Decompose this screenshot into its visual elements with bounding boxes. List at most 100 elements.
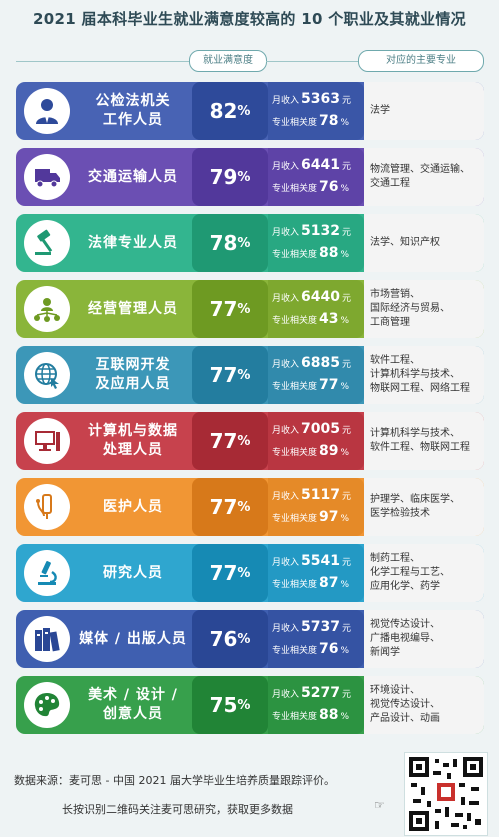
relevance-value: 97 [319,509,339,525]
satisfaction-number: 77 [209,429,238,453]
monthly-income: 月收入 6440 元 [272,289,351,305]
major-relevance: 专业相关度 43% [272,311,349,327]
relevance-label: 专业相关度 [272,448,318,458]
occupation-row: 法律专业人员 78% 月收入 5132 元专业相关度 88% 法学、知识产权 [16,214,484,272]
income-label: 月收入 [272,426,300,436]
income-label: 月收入 [272,690,300,700]
percent-sign: % [237,433,251,449]
satisfaction-value: 78% [192,214,268,272]
satisfaction-number: 82 [209,99,238,123]
majors-text: 计算机科学与技术、 软件工程、物联网工程 [370,428,470,453]
related-majors: 环境设计、 视觉传达设计、 产品设计、动画 [364,676,484,734]
percent-sign: % [237,697,251,713]
network-person-icon [24,286,70,332]
income-value: 5541 [301,553,340,569]
stats-panel: 月收入 5132 元专业相关度 88% [268,214,364,272]
stats-panel: 月收入 5277 元专业相关度 88% [268,676,364,734]
stats-panel: 月收入 6441 元专业相关度 76% [268,148,364,206]
occupation-row: 美术 / 设计 / 创意人员 75% 月收入 5277 元专业相关度 88% 环境设计、 视… [16,676,484,734]
income-value: 6441 [301,157,340,173]
occupation-row: 计算机与数据 处理人员 77% 月收入 7005 元专业相关度 89% 计算机科学与技术、 … [16,412,484,470]
income-value: 5363 [301,91,340,107]
job-title: 交通运输人员 [88,168,178,185]
job-title: 计算机与数据 处理人员 [88,423,178,458]
related-majors: 视觉传达设计、 广播电视编导、 新闻学 [364,610,484,668]
monthly-income: 月收入 5737 元 [272,619,351,635]
relevance-value: 76 [319,179,339,195]
percent-sign: % [340,580,350,590]
currency-unit: 元 [341,360,351,370]
percent-sign: % [340,250,350,260]
relevance-value: 43 [319,311,339,327]
income-value: 6885 [301,355,340,371]
majors-text: 环境设计、 视觉传达设计、 产品设计、动画 [370,685,440,724]
income-label: 月收入 [272,96,300,106]
stats-panel: 月收入 7005 元专业相关度 89% [268,412,364,470]
majors-text: 法学、知识产权 [370,237,440,248]
currency-unit: 元 [341,426,351,436]
relevance-label: 专业相关度 [272,184,318,194]
major-relevance: 专业相关度 88% [272,245,349,261]
satisfaction-number: 77 [209,297,238,321]
occupation-row: 经营管理人员 77% 月收入 6440 元专业相关度 43% 市场营销、 国际经济与贸易、 … [16,280,484,338]
related-majors: 物流管理、交通运输、 交通工程 [364,148,484,206]
occupation-row: 互联网开发 及应用人员 77% 月收入 6885 元专业相关度 77% 软件工程、 计算机科… [16,346,484,404]
percent-sign: % [340,118,350,128]
percent-sign: % [237,301,251,317]
majors-header: 对应的主要专业 [358,50,484,72]
related-majors: 制药工程、 化学工程与工艺、 应用化学、药学 [364,544,484,602]
pointing-hand-icon: ☞ [374,798,385,812]
monthly-income: 月收入 5363 元 [272,91,351,107]
currency-unit: 元 [341,624,351,634]
relevance-label: 专业相关度 [272,580,318,590]
percent-sign: % [340,382,350,392]
satisfaction-number: 78 [209,231,238,255]
major-relevance: 专业相关度 88% [272,707,349,723]
medical-tools-icon [24,484,70,530]
percent-sign: % [340,514,350,524]
page-title: 2021 届本科毕业生就业满意度较高的 10 个职业及其就业情况 [33,10,466,28]
truck-icon [24,154,70,200]
percent-sign: % [340,316,350,326]
major-relevance: 专业相关度 76% [272,641,349,657]
major-relevance: 专业相关度 89% [272,443,349,459]
stats-panel: 月收入 6440 元专业相关度 43% [268,280,364,338]
job-title: 研究人员 [103,564,163,581]
occupation-row: 公检法机关 工作人员 82% 月收入 5363 元专业相关度 78% 法学 [16,82,484,140]
books-icon [24,616,70,662]
income-label: 月收入 [272,228,300,238]
qr-call-to-action: 长按识别二维码关注麦可思研究，获取更多数据 [62,803,293,816]
stats-panel: 月收入 5117 元专业相关度 97% [268,478,364,536]
satisfaction-value: 77% [192,478,268,536]
relevance-value: 78 [319,113,339,129]
currency-unit: 元 [341,162,351,172]
related-majors: 软件工程、 计算机科学与技术、 物联网工程、网络工程 [364,346,484,404]
globe-cursor-icon [24,352,70,398]
satisfaction-number: 77 [209,561,238,585]
satisfaction-number: 75 [209,693,238,717]
job-title: 公检法机关 工作人员 [95,93,171,128]
income-value: 5117 [301,487,340,503]
job-title: 法律专业人员 [88,234,178,251]
relevance-value: 89 [319,443,339,459]
monthly-income: 月收入 5541 元 [272,553,351,569]
majors-text: 市场营销、 国际经济与贸易、 工商管理 [370,289,450,328]
percent-sign: % [340,646,350,656]
percent-sign: % [340,184,350,194]
qr-code[interactable] [404,752,488,836]
job-title: 媒体 / 出版人员 [79,630,187,647]
monthly-income: 月收入 7005 元 [272,421,351,437]
satisfaction-value: 76% [192,610,268,668]
satisfaction-value: 77% [192,280,268,338]
job-title: 经营管理人员 [88,300,178,317]
relevance-value: 88 [319,707,339,723]
occupation-row: 交通运输人员 79% 月收入 6441 元专业相关度 76% 物流管理、交通运输、 交通工程 [16,148,484,206]
gavel-icon [24,220,70,266]
monthly-income: 月收入 5277 元 [272,685,351,701]
relevance-label: 专业相关度 [272,514,318,524]
satisfaction-header: 就业满意度 [189,50,267,72]
computer-icon [24,418,70,464]
monthly-income: 月收入 6885 元 [272,355,351,371]
major-relevance: 专业相关度 87% [272,575,349,591]
person-tie-icon [24,88,70,134]
